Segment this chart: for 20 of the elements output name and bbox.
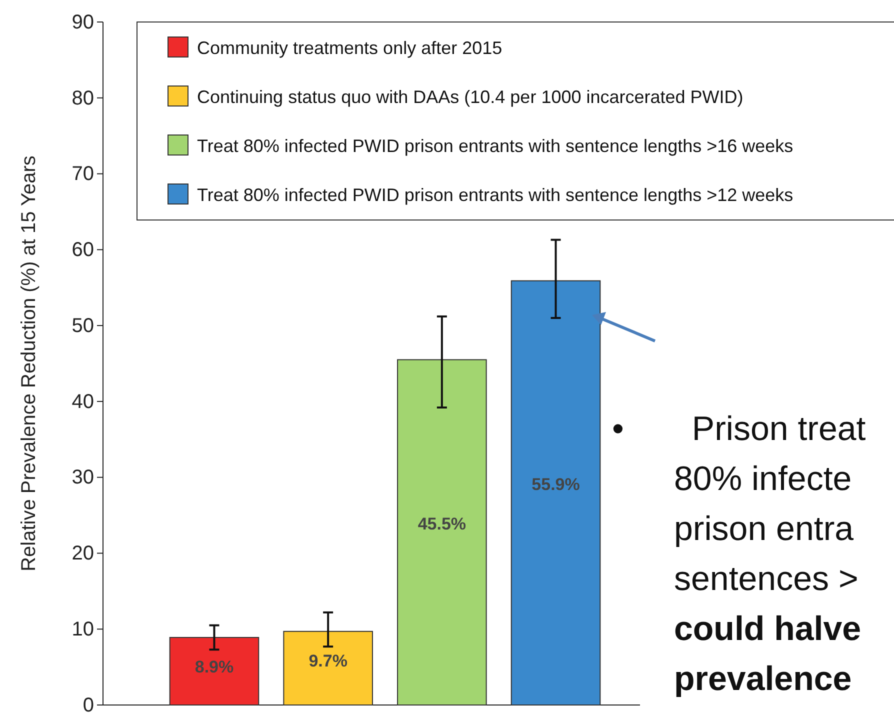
- data-label: 8.9%: [194, 657, 234, 676]
- data-label: 9.7%: [308, 651, 348, 670]
- y-tick-label: 40: [72, 390, 94, 413]
- y-tick-label: 0: [82, 694, 94, 715]
- legend-label: Treat 80% infected PWID prison entrants with sentence lengths >16 weeks: [197, 136, 794, 156]
- legend-label: Community treatments only after 2015: [197, 38, 502, 58]
- data-label: 55.9%: [532, 474, 580, 494]
- y-tick-label: 70: [72, 163, 94, 186]
- data-label: 45.5%: [418, 514, 466, 534]
- y-tick-label: 60: [72, 239, 94, 262]
- legend-label: Treat 80% infected PWID prison entrants with sentence lengths >12 weeks: [197, 185, 794, 205]
- y-tick-label: 90: [72, 11, 94, 34]
- y-tick-label: 50: [72, 314, 94, 337]
- y-axis-title: Relative Prevalence Reduction (%) at 15 Years: [18, 156, 40, 572]
- y-tick-label: 30: [72, 466, 94, 489]
- annotation: • Prison treat 80% infecte prison entra sentences > could halve prevalence: [612, 410, 866, 698]
- y-tick-label: 80: [72, 87, 94, 110]
- legend-label: Continuing status quo with DAAs (10.4 per 1000 incarcerated PWID): [197, 87, 744, 107]
- y-tick-label: 20: [72, 542, 94, 565]
- y-tick-label: 10: [72, 618, 94, 641]
